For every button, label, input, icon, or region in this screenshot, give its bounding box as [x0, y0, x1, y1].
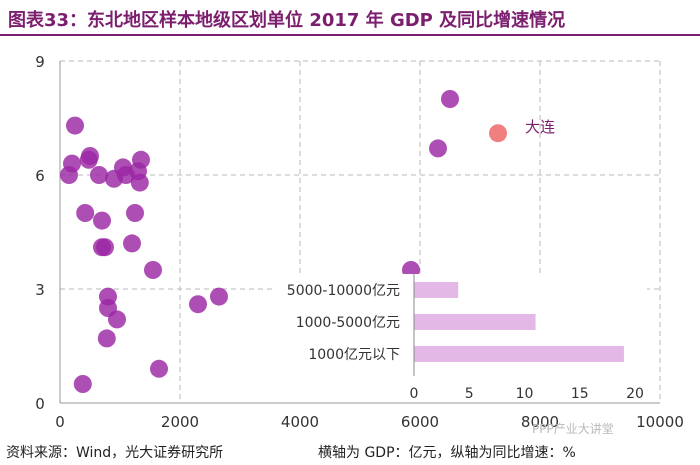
- highlight-point: [489, 124, 507, 143]
- x-tick-label: 8000: [521, 413, 559, 431]
- scatter-point: [150, 359, 168, 378]
- scatter-point: [189, 295, 207, 314]
- inset-background: [275, 274, 647, 402]
- scatter-point: [123, 234, 141, 253]
- x-tick-label: 0: [55, 413, 65, 431]
- y-tick-label: 9: [35, 53, 45, 71]
- scatter-point: [130, 173, 149, 192]
- scatter-point: [97, 329, 116, 348]
- x-tick-label: 6000: [401, 413, 439, 431]
- title-rule: [0, 34, 700, 36]
- scatter-point: [90, 166, 108, 184]
- bar: [414, 346, 624, 362]
- scatter-point: [96, 238, 114, 257]
- bar-category-label: 1000-5000亿元: [296, 315, 400, 331]
- scatter-point: [126, 204, 144, 222]
- scatter-point: [66, 116, 84, 135]
- y-tick-label: 0: [35, 395, 45, 413]
- axis-note: 横轴为 GDP：亿元，纵轴为同比增速：%: [318, 445, 576, 461]
- scatter-point: [441, 90, 459, 108]
- scatter-point: [429, 139, 447, 158]
- scatter-point: [144, 261, 162, 279]
- scatter-point: [76, 204, 95, 222]
- x-tick-label: 2000: [161, 413, 199, 431]
- scatter-point: [63, 154, 81, 173]
- y-tick-label: 6: [35, 167, 45, 185]
- page-title: 图表33：东北地区样本地级区划单位 2017 年 GDP 及同比增速情况: [8, 10, 566, 31]
- scatter-point: [73, 375, 92, 393]
- scatter-point: [93, 211, 111, 230]
- x-tick-label: 10000: [636, 413, 684, 431]
- scatter-point: [108, 310, 126, 329]
- scatter-point: [210, 287, 228, 306]
- inset-tick-label: 0: [410, 386, 419, 402]
- inset-tick-label: 20: [626, 386, 644, 402]
- source-note: 资料来源：Wind，光大证券研究所: [6, 445, 224, 461]
- bar: [414, 314, 536, 330]
- inset-tick-label: 5: [465, 386, 474, 402]
- inset-tick-label: 10: [516, 386, 534, 402]
- bar-category-label: 1000亿元以下: [308, 347, 400, 363]
- chart: 0 3 6 9 0 2000 4000 6000 8000 10000 大连 5000-10000亿元…: [35, 53, 684, 431]
- y-tick-label: 3: [35, 281, 45, 299]
- scatter-point: [81, 147, 99, 165]
- x-tick-label: 4000: [281, 413, 319, 431]
- bar-category-label: 5000-10000亿元: [287, 283, 400, 299]
- point-label: 大连: [525, 118, 555, 136]
- bar: [414, 282, 459, 298]
- inset-tick-label: 15: [571, 386, 589, 402]
- scatter-point: [132, 150, 150, 169]
- watermark: PPP产业大讲堂: [532, 422, 614, 436]
